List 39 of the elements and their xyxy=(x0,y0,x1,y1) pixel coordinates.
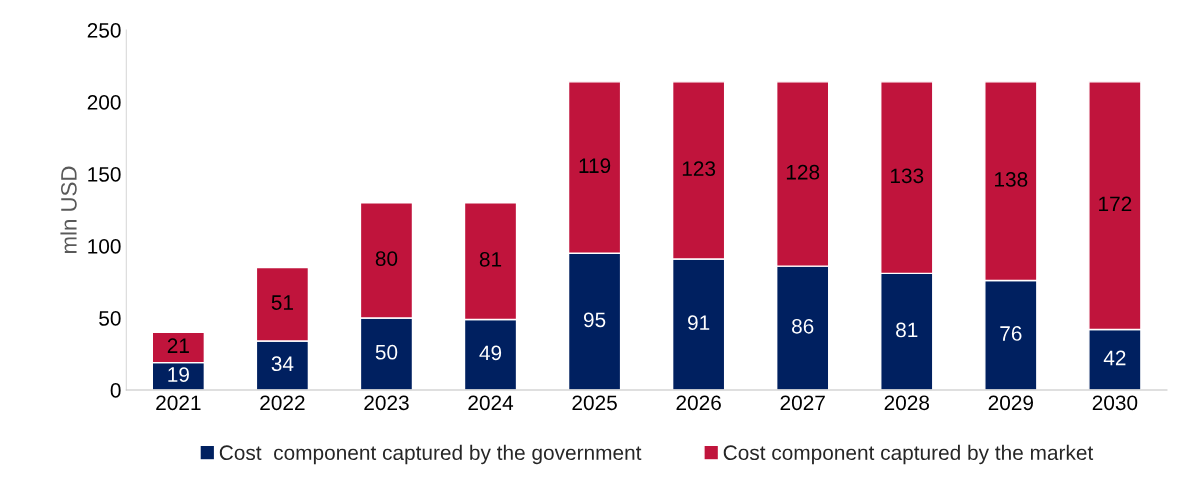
data-label: 50 xyxy=(375,344,398,360)
data-label: 42 xyxy=(1103,350,1126,366)
data-label: 76 xyxy=(1000,326,1022,341)
legend-label: Cost component captured by the market xyxy=(723,444,1094,465)
data-label: 119 xyxy=(579,158,611,174)
x-tick-label: 2030 xyxy=(1092,395,1138,411)
x-tick-label: 2026 xyxy=(676,395,721,411)
x-tick-label: 2024 xyxy=(468,395,514,411)
y-tick-label: 0 xyxy=(110,383,121,398)
x-tick-label: 2029 xyxy=(988,395,1034,411)
x-tick-label: 2021 xyxy=(156,395,201,411)
y-tick-label: 100 xyxy=(88,239,121,254)
x-tick-label: 2025 xyxy=(572,395,617,411)
x-tick-label: 2027 xyxy=(780,395,825,411)
data-label: 133 xyxy=(890,168,924,184)
data-label: 172 xyxy=(1099,196,1132,212)
data-label: 123 xyxy=(682,161,716,176)
data-label: 81 xyxy=(479,251,502,267)
data-label: 19 xyxy=(168,367,189,382)
data-label: 21 xyxy=(167,338,189,353)
x-tick-label: 2023 xyxy=(364,395,409,411)
data-label: 49 xyxy=(479,345,502,361)
x-tick-label: 2028 xyxy=(884,395,930,411)
y-tick-label: 50 xyxy=(99,311,121,326)
data-label: 80 xyxy=(375,251,398,266)
data-label: 81 xyxy=(896,322,918,338)
data-label: 34 xyxy=(271,356,294,372)
data-label: 128 xyxy=(786,164,820,180)
data-label: 95 xyxy=(583,312,606,328)
data-label: 51 xyxy=(271,295,293,310)
data-label: 138 xyxy=(995,172,1028,187)
data-label: 91 xyxy=(688,315,710,331)
y-tick-label: 150 xyxy=(88,167,121,182)
y-axis-title: mln USD xyxy=(60,166,77,253)
y-tick-label: 250 xyxy=(87,23,121,38)
x-tick-label: 2022 xyxy=(260,395,305,411)
legend-label: Cost component captured by the government xyxy=(219,444,642,465)
data-label: 86 xyxy=(792,318,814,334)
y-tick-label: 200 xyxy=(87,95,121,110)
